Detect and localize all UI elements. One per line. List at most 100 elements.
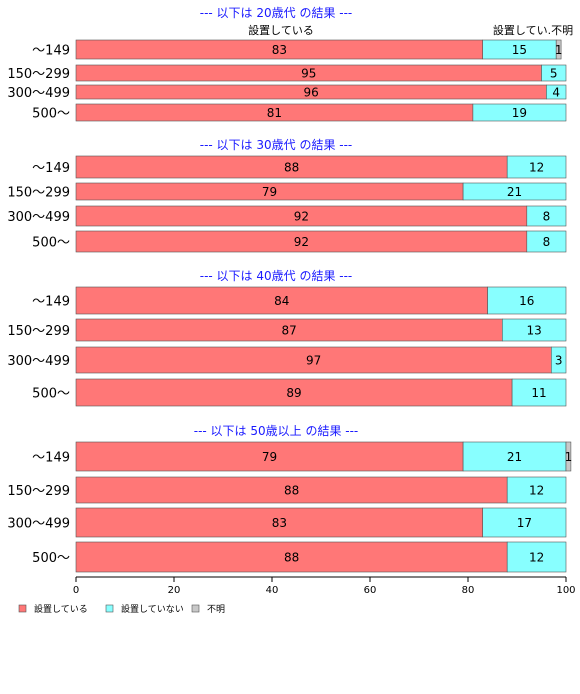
column-labels: 設置している 設置してい.不明 [248,23,573,37]
bar-value-label: 89 [286,386,301,400]
bar-segment [75,346,552,374]
legend-swatch [105,604,114,613]
category-label: 500〜 [32,107,70,122]
chart-group: --- 以下は 50歳以上 の結果 --- 〜149 79 21 1 150〜299 88 1… [7,424,573,573]
category-label: 150〜299 [7,484,70,499]
bar-value-label: 21 [507,185,522,199]
category-label: 〜149 [32,451,70,466]
bar-value-label: 96 [304,86,319,100]
legend-label: 設置していない [121,603,184,615]
bar-segment [75,507,484,538]
category-label: 150〜299 [7,67,70,82]
bar-value-label: 88 [284,161,299,175]
bar-value-label: 1 [565,450,573,464]
category-label: 〜149 [32,161,70,176]
bar-value-label: 92 [294,210,309,224]
legend-swatch [191,604,200,613]
bar-value-label: 1 [555,43,563,57]
bar-value-label: 12 [529,551,544,565]
bar-value-label: 79 [262,185,277,199]
group-title: --- 以下は 30歳代 の結果 --- [200,138,353,152]
category-label: 〜149 [32,295,70,310]
legend: 設置している 設置していない 不明 [18,603,225,615]
category-label: 300〜499 [7,354,70,369]
bar-value-label: 83 [272,43,287,57]
bar-segment [506,476,567,504]
category-label: 150〜299 [7,324,70,339]
bar-value-label: 88 [284,551,299,565]
bar-segment [550,346,567,374]
bar-value-label: 11 [531,386,546,400]
category-label: 300〜499 [7,517,70,532]
category-label: 500〜 [32,236,70,251]
group-title: --- 以下は 50歳以上 の結果 --- [194,424,359,438]
bar-segment [546,84,567,100]
group-title: --- 以下は 40歳代 の結果 --- [200,269,353,283]
column-label-no-unknown: 設置してい.不明 [493,23,573,37]
bar-segment [501,318,567,342]
category-label: 〜149 [32,44,70,59]
bar-segment [487,286,567,315]
bar-value-label: 15 [512,43,527,57]
x-tick-label: 20 [168,585,181,596]
bar-value-label: 16 [519,294,534,308]
bar-value-label: 19 [512,106,527,120]
bar-segment [526,230,567,253]
bar-segment [511,378,567,407]
legend-swatch [18,604,27,613]
bar-value-label: 8 [543,235,551,249]
chart-group: --- 以下は 20歳代 の結果 --- 〜149 83 15 1 150〜299 95 5 3… [7,6,567,122]
bar-value-label: 21 [507,450,522,464]
bar-value-label: 17 [517,516,532,530]
bar-value-label: 4 [552,86,560,100]
bar-segment [482,507,567,538]
bar-value-label: 92 [294,235,309,249]
bar-value-label: 12 [529,161,544,175]
category-label: 150〜299 [7,186,70,201]
bar-value-label: 79 [262,450,277,464]
bar-value-label: 97 [306,354,321,368]
x-tick-label: 0 [73,585,79,596]
bar-value-label: 83 [272,516,287,530]
bar-segment [75,476,508,504]
x-tick-label: 60 [364,585,377,596]
bar-segment [75,541,508,573]
bar-segment [472,103,567,122]
x-tick-label: 40 [266,585,279,596]
bar-segment [555,39,562,60]
x-tick-label: 80 [462,585,475,596]
bar-segment [75,378,513,407]
bar-value-label: 5 [550,67,558,81]
chart-group: --- 以下は 40歳代 の結果 --- 〜149 84 16 150〜299 87 13 3… [7,269,567,407]
bar-value-label: 84 [274,294,289,308]
legend-label: 不明 [207,604,225,615]
group-title: --- 以下は 20歳代 の結果 --- [200,6,353,20]
bar-segment [541,64,567,82]
category-label: 300〜499 [7,86,70,101]
bar-segment [506,541,567,573]
bar-segment [565,441,572,472]
bar-value-label: 88 [284,484,299,498]
bar-segment [462,441,567,472]
x-axis: 0 20 40 60 80 100 [73,576,576,596]
bar-value-label: 12 [529,484,544,498]
legend-label: 設置している [34,603,88,615]
bar-value-label: 87 [282,324,297,338]
x-tick-label: 100 [556,585,575,596]
bar-segment [526,205,567,227]
category-label: 300〜499 [7,210,70,225]
bar-segment [75,286,488,315]
bar-value-label: 8 [543,210,551,224]
bar-segment [462,182,567,201]
bar-value-label: 81 [267,106,282,120]
category-label: 500〜 [32,387,70,402]
bar-segment [506,155,567,179]
bar-value-label: 13 [527,324,542,338]
column-label-yes: 設置している [248,23,314,37]
category-label: 500〜 [32,551,70,566]
bar-value-label: 95 [301,67,316,81]
bar-value-label: 3 [555,354,563,368]
